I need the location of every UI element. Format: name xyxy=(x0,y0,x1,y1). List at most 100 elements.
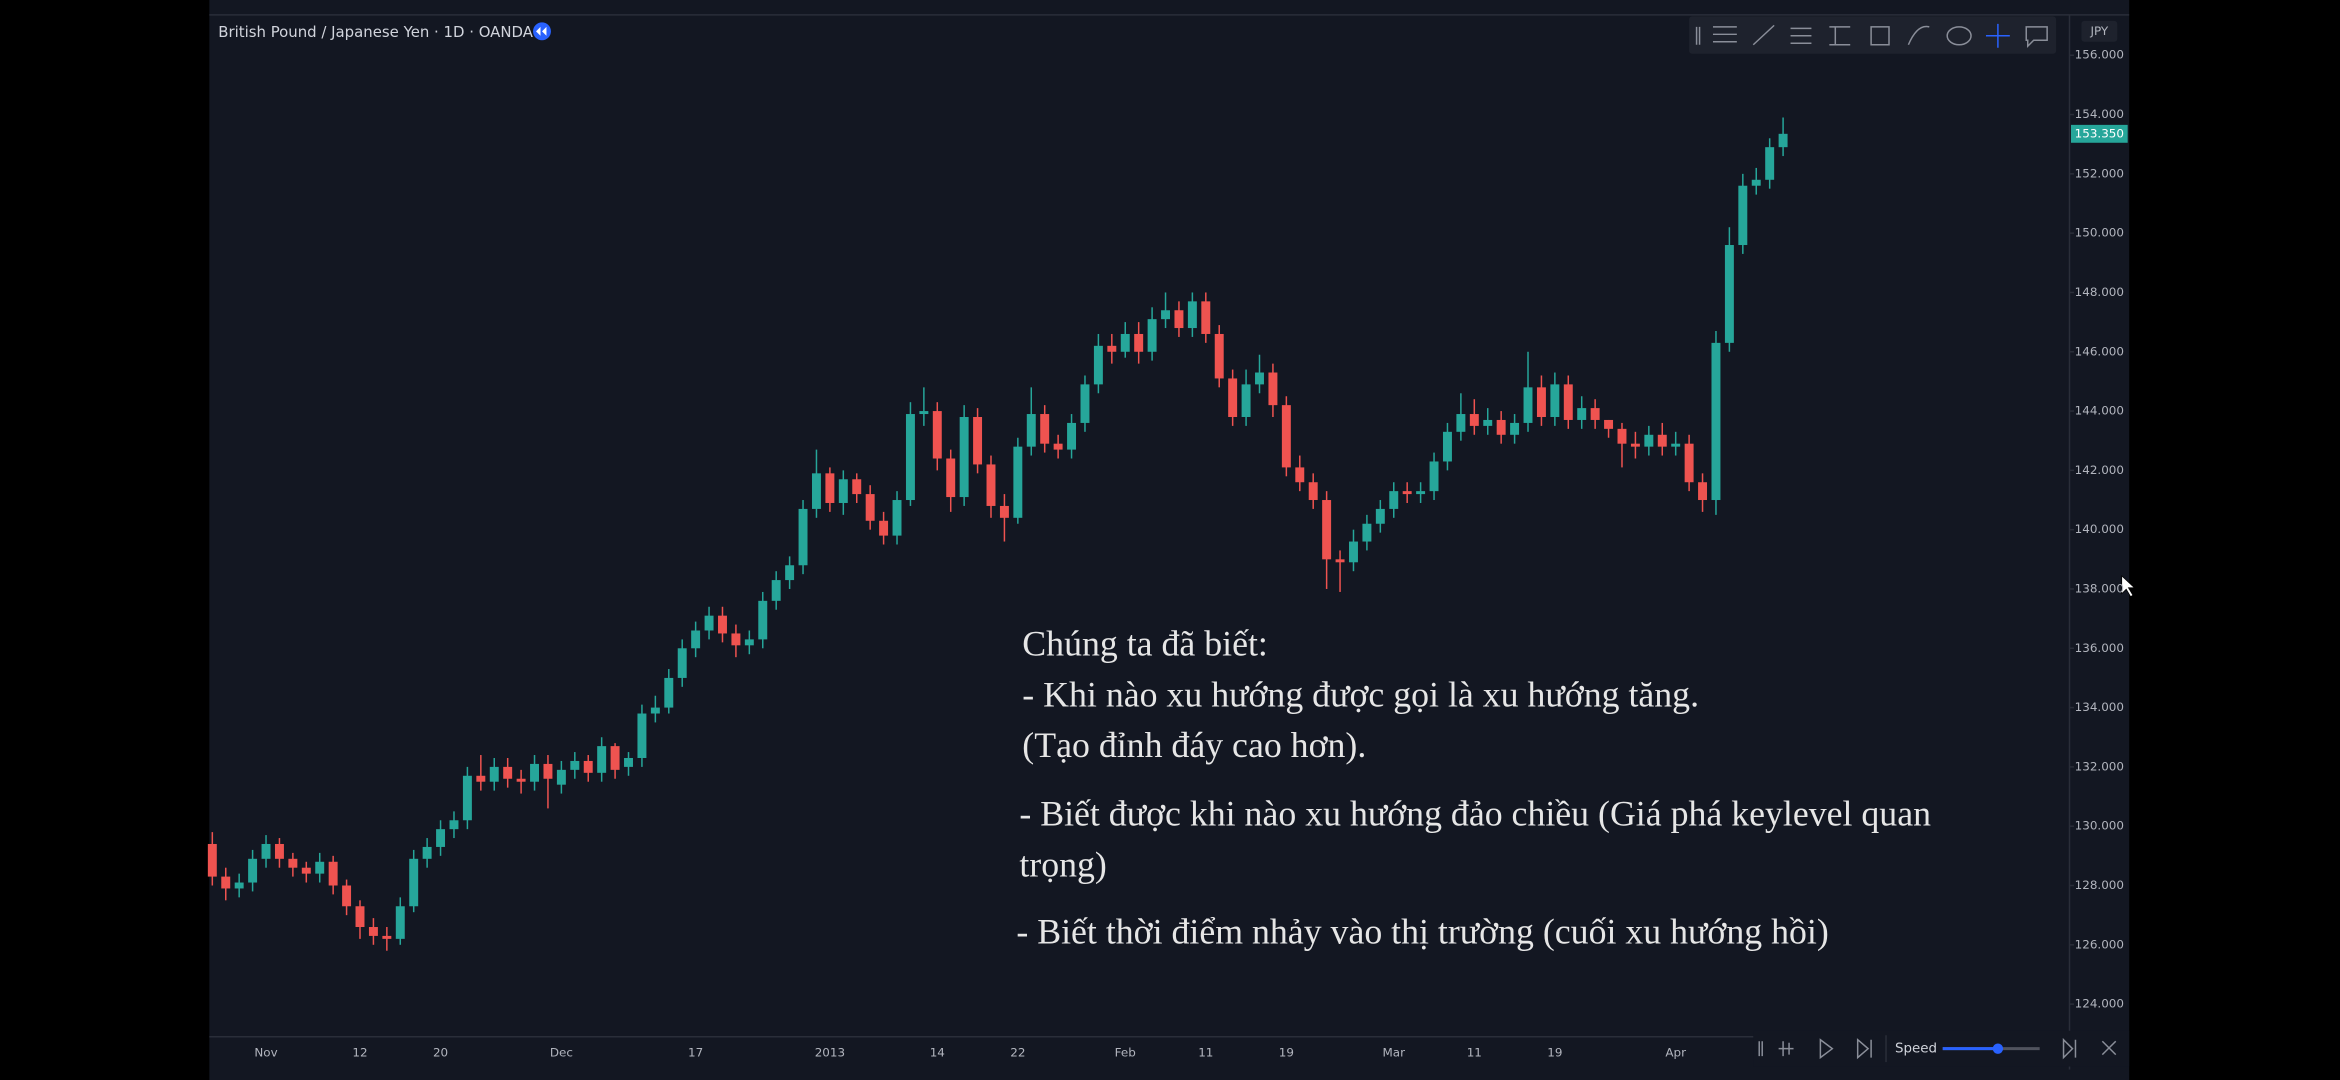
speed-thumb[interactable] xyxy=(1992,1043,2004,1054)
candle-body xyxy=(1308,482,1318,501)
y-tick-label: 156.000 xyxy=(2075,48,2124,62)
candle-body xyxy=(221,876,231,889)
y-tick-label: 134.000 xyxy=(2075,700,2124,714)
candle-body xyxy=(919,411,929,415)
candle-body xyxy=(664,677,674,708)
y-tick-label: 146.000 xyxy=(2075,344,2124,358)
candle-body xyxy=(1362,523,1372,542)
candle-body xyxy=(1711,342,1721,501)
candle-body xyxy=(315,861,325,874)
tool-crosshair[interactable] xyxy=(1985,23,2010,48)
candle-body xyxy=(556,769,566,785)
candle-body xyxy=(503,766,513,779)
y-tick-label: 148.000 xyxy=(2075,285,2124,299)
candle-body xyxy=(1389,491,1399,509)
x-tick-label: Nov xyxy=(254,1046,277,1060)
x-tick-label: Mar xyxy=(1383,1046,1406,1060)
y-tick-label: 144.000 xyxy=(2075,404,2124,418)
candle-body xyxy=(1241,384,1251,417)
tool-note[interactable] xyxy=(2025,26,2048,49)
candle-body xyxy=(758,600,768,640)
candle-body xyxy=(1644,434,1654,447)
x-tick-label: Feb xyxy=(1115,1046,1136,1060)
tool-rect[interactable] xyxy=(1870,26,1890,46)
replay-close[interactable] xyxy=(2101,1040,2117,1056)
tool-channel[interactable] xyxy=(1829,26,1851,46)
candle-body xyxy=(207,843,217,877)
candle-body xyxy=(1067,422,1077,450)
replay-select[interactable] xyxy=(1778,1041,1794,1057)
tool-brush[interactable] xyxy=(1907,25,1930,46)
candle-body xyxy=(1040,414,1050,444)
candle-body xyxy=(1349,541,1358,563)
candle-body xyxy=(543,763,553,779)
candle-body xyxy=(1751,179,1761,186)
y-tick-label: 138.000 xyxy=(2075,581,2124,595)
candle-body xyxy=(288,858,298,868)
tool-trendline[interactable] xyxy=(1752,24,1775,46)
candle-body xyxy=(637,713,647,758)
candle-body xyxy=(1322,500,1332,560)
speed-label: Speed xyxy=(1895,1042,1937,1057)
candle-body xyxy=(1147,319,1157,352)
candle-body xyxy=(234,882,244,889)
candle-body xyxy=(342,885,352,907)
annotation-line: trọng) xyxy=(1019,844,1106,884)
candle-body xyxy=(731,633,741,646)
candle-body xyxy=(825,473,835,503)
currency-badge[interactable] xyxy=(2081,20,2118,42)
tool-ellipse[interactable] xyxy=(1946,26,1972,46)
candle-body xyxy=(1080,384,1090,423)
replay-step[interactable] xyxy=(1856,1038,1872,1060)
candle-body xyxy=(1590,408,1600,420)
candle-body xyxy=(1684,443,1694,483)
candle-body xyxy=(1201,301,1211,334)
candle-body xyxy=(516,778,526,782)
y-tick-label: 154.000 xyxy=(2075,107,2124,121)
candle-body xyxy=(261,843,271,859)
candle-body xyxy=(436,829,446,847)
candle-body xyxy=(1013,446,1023,518)
candle-body xyxy=(838,479,848,503)
y-tick-label: 150.000 xyxy=(2075,226,2124,240)
candle-body xyxy=(1724,245,1734,343)
candle-body xyxy=(1442,431,1452,462)
x-tick-label: 20 xyxy=(433,1046,448,1060)
candle-body xyxy=(462,775,472,821)
x-tick-label: 11 xyxy=(1198,1046,1213,1060)
candle-body xyxy=(489,766,499,782)
x-tick-label: 11 xyxy=(1467,1046,1482,1060)
candle-body xyxy=(691,630,701,649)
annotation-line: Chúng ta đã biết: xyxy=(1022,624,1268,664)
candle-body xyxy=(650,707,660,714)
candle-body xyxy=(1335,559,1345,563)
x-tick-label: Dec xyxy=(550,1046,573,1060)
candle-body xyxy=(274,843,284,859)
candle-body xyxy=(1630,443,1640,447)
replay-play[interactable] xyxy=(1819,1038,1834,1060)
y-tick-label: 140.000 xyxy=(2075,522,2124,536)
candle-body xyxy=(999,505,1009,518)
y-tick-label: 142.000 xyxy=(2075,463,2124,477)
replay-forward[interactable] xyxy=(2062,1037,2077,1060)
candle-body xyxy=(476,775,486,782)
currency-label: JPY xyxy=(2089,24,2108,38)
candle-body xyxy=(1536,387,1546,417)
candle-body xyxy=(1429,461,1439,492)
candle-body xyxy=(946,458,956,498)
candle-body xyxy=(1456,414,1466,432)
candle-body xyxy=(811,473,821,509)
candle-body xyxy=(610,746,620,770)
annotation-line: (Tạo đỉnh đáy cao hơn). xyxy=(1022,725,1366,765)
candle-body xyxy=(1416,491,1426,495)
y-tick-label: 128.000 xyxy=(2075,878,2124,892)
candle-body xyxy=(1295,467,1305,483)
candle-body xyxy=(1375,508,1385,524)
x-tick-label: Apr xyxy=(1665,1046,1686,1060)
tool-fib[interactable] xyxy=(1790,27,1812,45)
tool-lines[interactable] xyxy=(1712,26,1737,43)
candle-body xyxy=(1255,372,1264,385)
candle-body xyxy=(865,494,875,521)
candle-body xyxy=(1604,419,1614,429)
